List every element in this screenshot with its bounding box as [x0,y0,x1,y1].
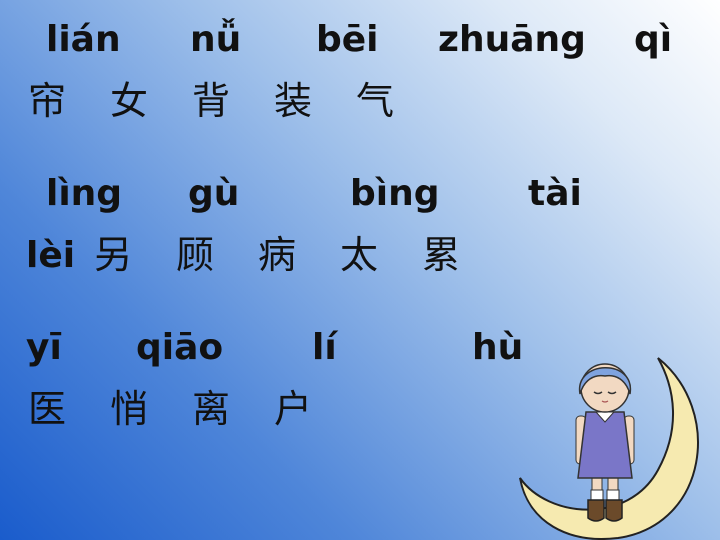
pinyin-gu: gù [188,173,240,214]
pinyin-lei: lèi [26,235,76,276]
hanzi-ling: 另 [94,233,133,277]
hanzi-nu: 女 [110,79,149,123]
pinyin-bei: bēi [316,19,379,60]
hanzi-gu: 顾 [176,233,215,277]
hanzi-bing: 病 [258,233,297,277]
hanzi-li: 离 [192,387,231,431]
pinyin-li: lí [312,327,337,368]
pinyin-hu: hù [472,327,524,368]
pinyin-ling: lìng [46,173,123,214]
pinyin-yi: yī [26,327,62,368]
hanzi-lei: 累 [422,233,461,277]
hanzi-bei: 背 [192,79,231,123]
pinyin-lian: lián [46,19,121,60]
pinyin-nu: nǚ [190,19,242,60]
hanzi-zhuang: 装 [274,79,313,123]
hanzi-tai: 太 [340,233,379,277]
hanzi-qi: 气 [356,79,395,123]
pinyin-qiao: qiāo [136,327,224,368]
girl-on-crescent-moon-icon [519,357,699,540]
pinyin-zhuang: zhuāng [438,19,586,60]
hanzi-qiao: 悄 [110,387,149,431]
hanzi-yi: 医 [28,387,67,431]
pinyin-bing: bìng [350,173,440,214]
hanzi-lian: 帘 [28,79,67,123]
hanzi-hu: 户 [274,387,313,431]
pinyin-qi: qì [634,19,673,60]
pinyin-tai: tài [528,173,582,214]
